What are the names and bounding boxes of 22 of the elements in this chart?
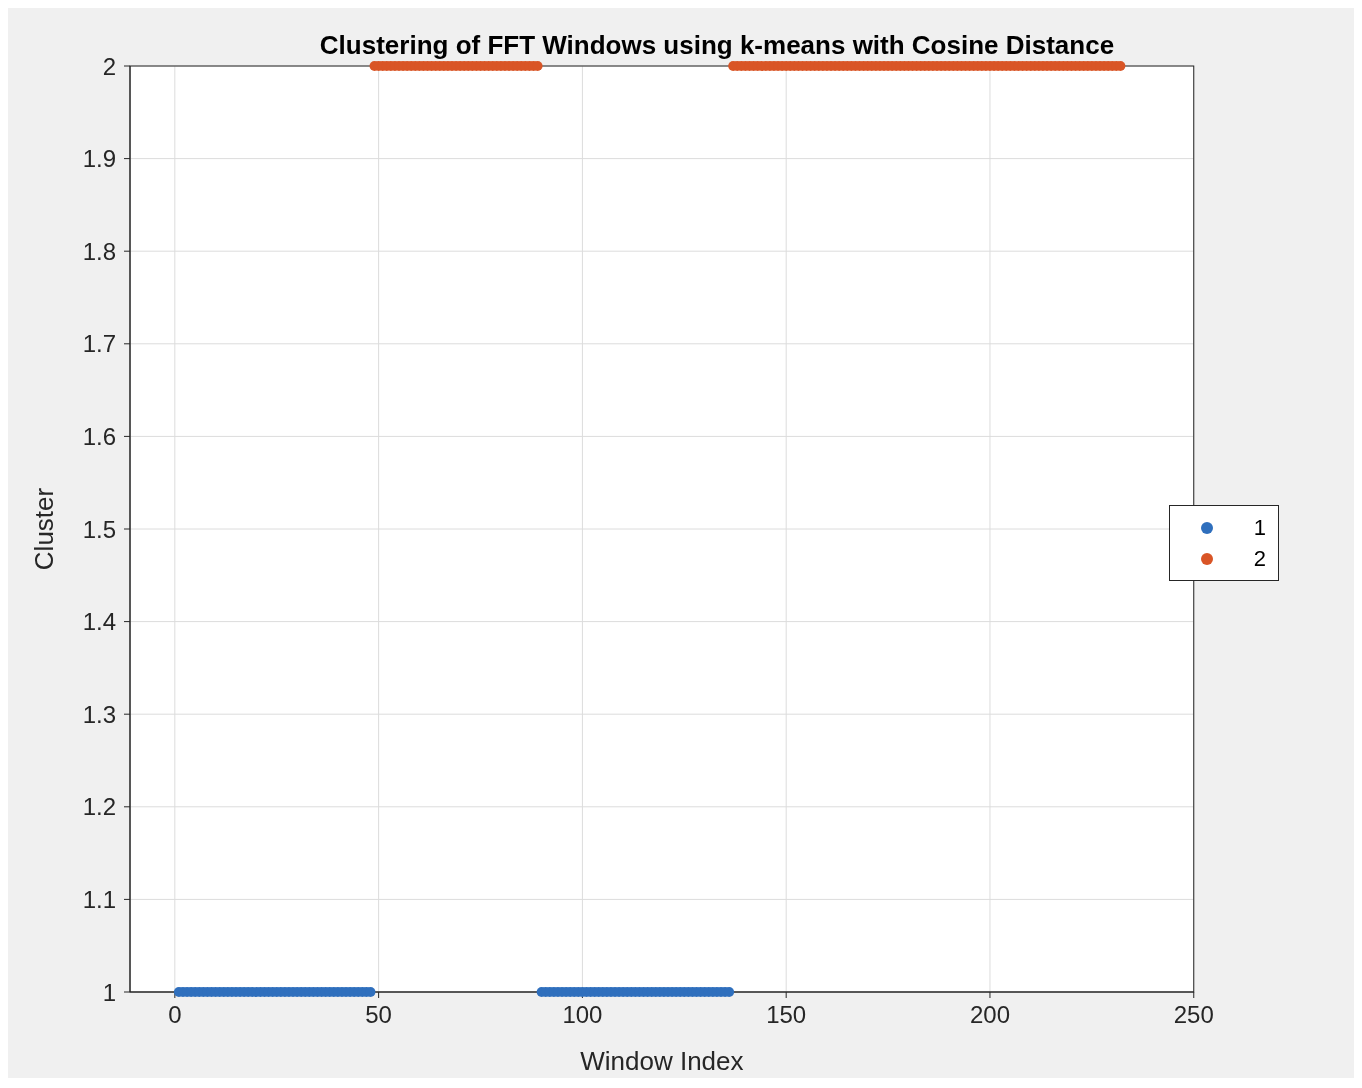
x-axis-title: Window Index	[580, 1046, 744, 1076]
x-tick-label: 50	[365, 1001, 392, 1029]
y-tick-label: 1	[102, 978, 116, 1006]
y-tick-label: 1.7	[82, 330, 116, 358]
x-tick-label: 150	[766, 1001, 807, 1029]
y-axis-title: Cluster	[29, 487, 60, 571]
y-tick-label: 1.8	[82, 237, 116, 265]
y-tick-label: 1.5	[82, 515, 116, 543]
y-tick-label: 1.1	[82, 885, 116, 913]
x-tick-label: 100	[562, 1001, 603, 1029]
y-tick-label: 1.6	[82, 422, 116, 450]
y-tick-label: 1.2	[82, 793, 116, 821]
y-tick-label: 2	[102, 52, 116, 80]
y-tick-label: 1.4	[82, 608, 116, 636]
chart-title: Clustering of FFT Windows using k-means with Cosine Distance	[318, 30, 1116, 61]
legend-label: 1	[1253, 514, 1266, 541]
x-tick-label: 200	[969, 1001, 1010, 1029]
legend-label: 2	[1253, 545, 1266, 572]
y-tick-label: 1.9	[82, 145, 116, 173]
x-tick-label: 0	[168, 1001, 182, 1029]
x-tick-label: 250	[1173, 1001, 1214, 1029]
y-tick-label: 1.3	[82, 700, 116, 728]
